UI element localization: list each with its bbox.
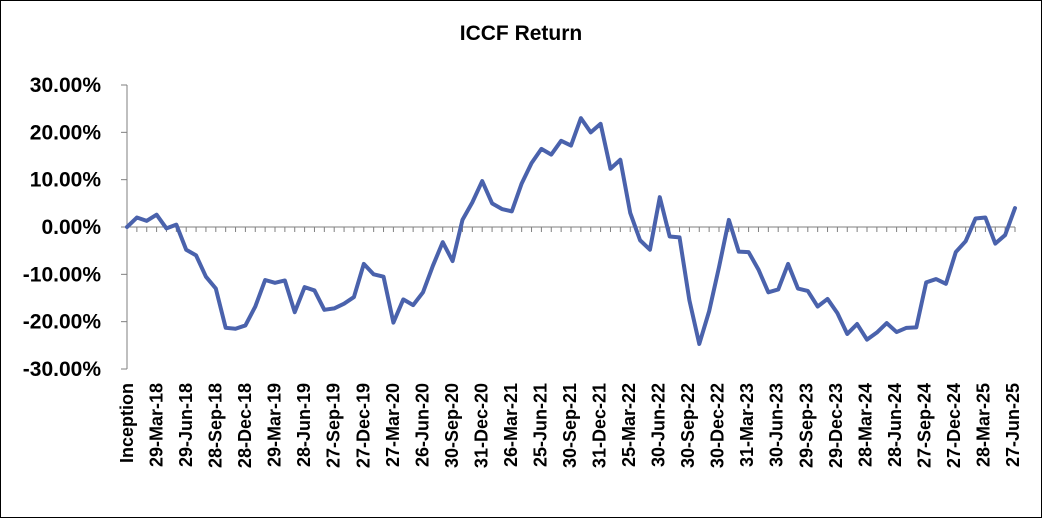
x-tick-label: 28-Mar-24 — [855, 383, 875, 467]
x-tick-label: 27-Jun-25 — [1003, 383, 1023, 467]
x-tick-label: 29-Mar-18 — [147, 383, 167, 467]
x-tick-label: 29-Dec-23 — [826, 383, 846, 468]
x-tick-label: 27-Dec-24 — [944, 383, 964, 468]
x-tick-label: 28-Jun-19 — [294, 383, 314, 467]
x-tick-label: 28-Sep-18 — [206, 383, 226, 468]
y-tick-label: 20.00% — [30, 121, 102, 144]
y-tick-label: -10.00% — [23, 263, 102, 286]
x-tick-label: 28-Jun-24 — [885, 383, 905, 467]
x-tick-label: 31-Dec-20 — [471, 383, 491, 468]
x-tick-label: 28-Dec-18 — [235, 383, 255, 468]
y-tick-label: 0.00% — [41, 216, 101, 239]
x-tick-label: 29-Mar-19 — [265, 383, 285, 467]
x-tick-label: Inception — [117, 383, 137, 463]
x-tick-label: 30-Jun-23 — [767, 383, 787, 467]
x-tick-label: 27-Sep-19 — [324, 383, 344, 468]
x-tick-label: 25-Jun-21 — [531, 383, 551, 467]
x-tick-label: 27-Mar-20 — [383, 383, 403, 467]
x-tick-label: 30-Sep-21 — [560, 383, 580, 468]
series-layer — [125, 116, 1017, 346]
x-tick-label: 26-Jun-20 — [412, 383, 432, 467]
y-tick-label: 10.00% — [30, 169, 102, 192]
x-tick-label: 27-Dec-19 — [353, 383, 373, 468]
y-tick-label: 30.00% — [30, 74, 102, 97]
x-tick-label: 29-Sep-23 — [796, 383, 816, 468]
series-line — [125, 116, 1017, 346]
chart-title: ICCF Return — [460, 22, 583, 45]
x-tick-label: 29-Jun-18 — [176, 383, 196, 467]
x-tick-label: 31-Mar-23 — [737, 383, 757, 467]
x-axis: Inception 29-Mar-18 29-Jun-18 28-Sep-18 28-D… — [117, 226, 1023, 468]
x-tick-label: 30-Sep-22 — [678, 383, 698, 468]
y-tick-label: -20.00% — [23, 311, 102, 334]
x-tick-label: 31-Dec-21 — [590, 383, 610, 468]
x-tick-label: 26-Mar-21 — [501, 383, 521, 467]
y-axis: 30.00% 20.00% 10.00% 0.00% -10.00% -20.00% -30… — [23, 74, 128, 381]
x-tick-label: 28-Mar-25 — [974, 383, 994, 467]
x-tick-label: 25-Mar-22 — [619, 383, 639, 467]
x-tick-label: 27-Sep-24 — [914, 383, 934, 468]
x-tick-label: 30-Dec-22 — [708, 383, 728, 468]
x-tick-label: 30-Jun-22 — [649, 383, 669, 467]
y-tick-label: -30.00% — [23, 358, 102, 381]
x-tick-label: 30-Sep-20 — [442, 383, 462, 468]
